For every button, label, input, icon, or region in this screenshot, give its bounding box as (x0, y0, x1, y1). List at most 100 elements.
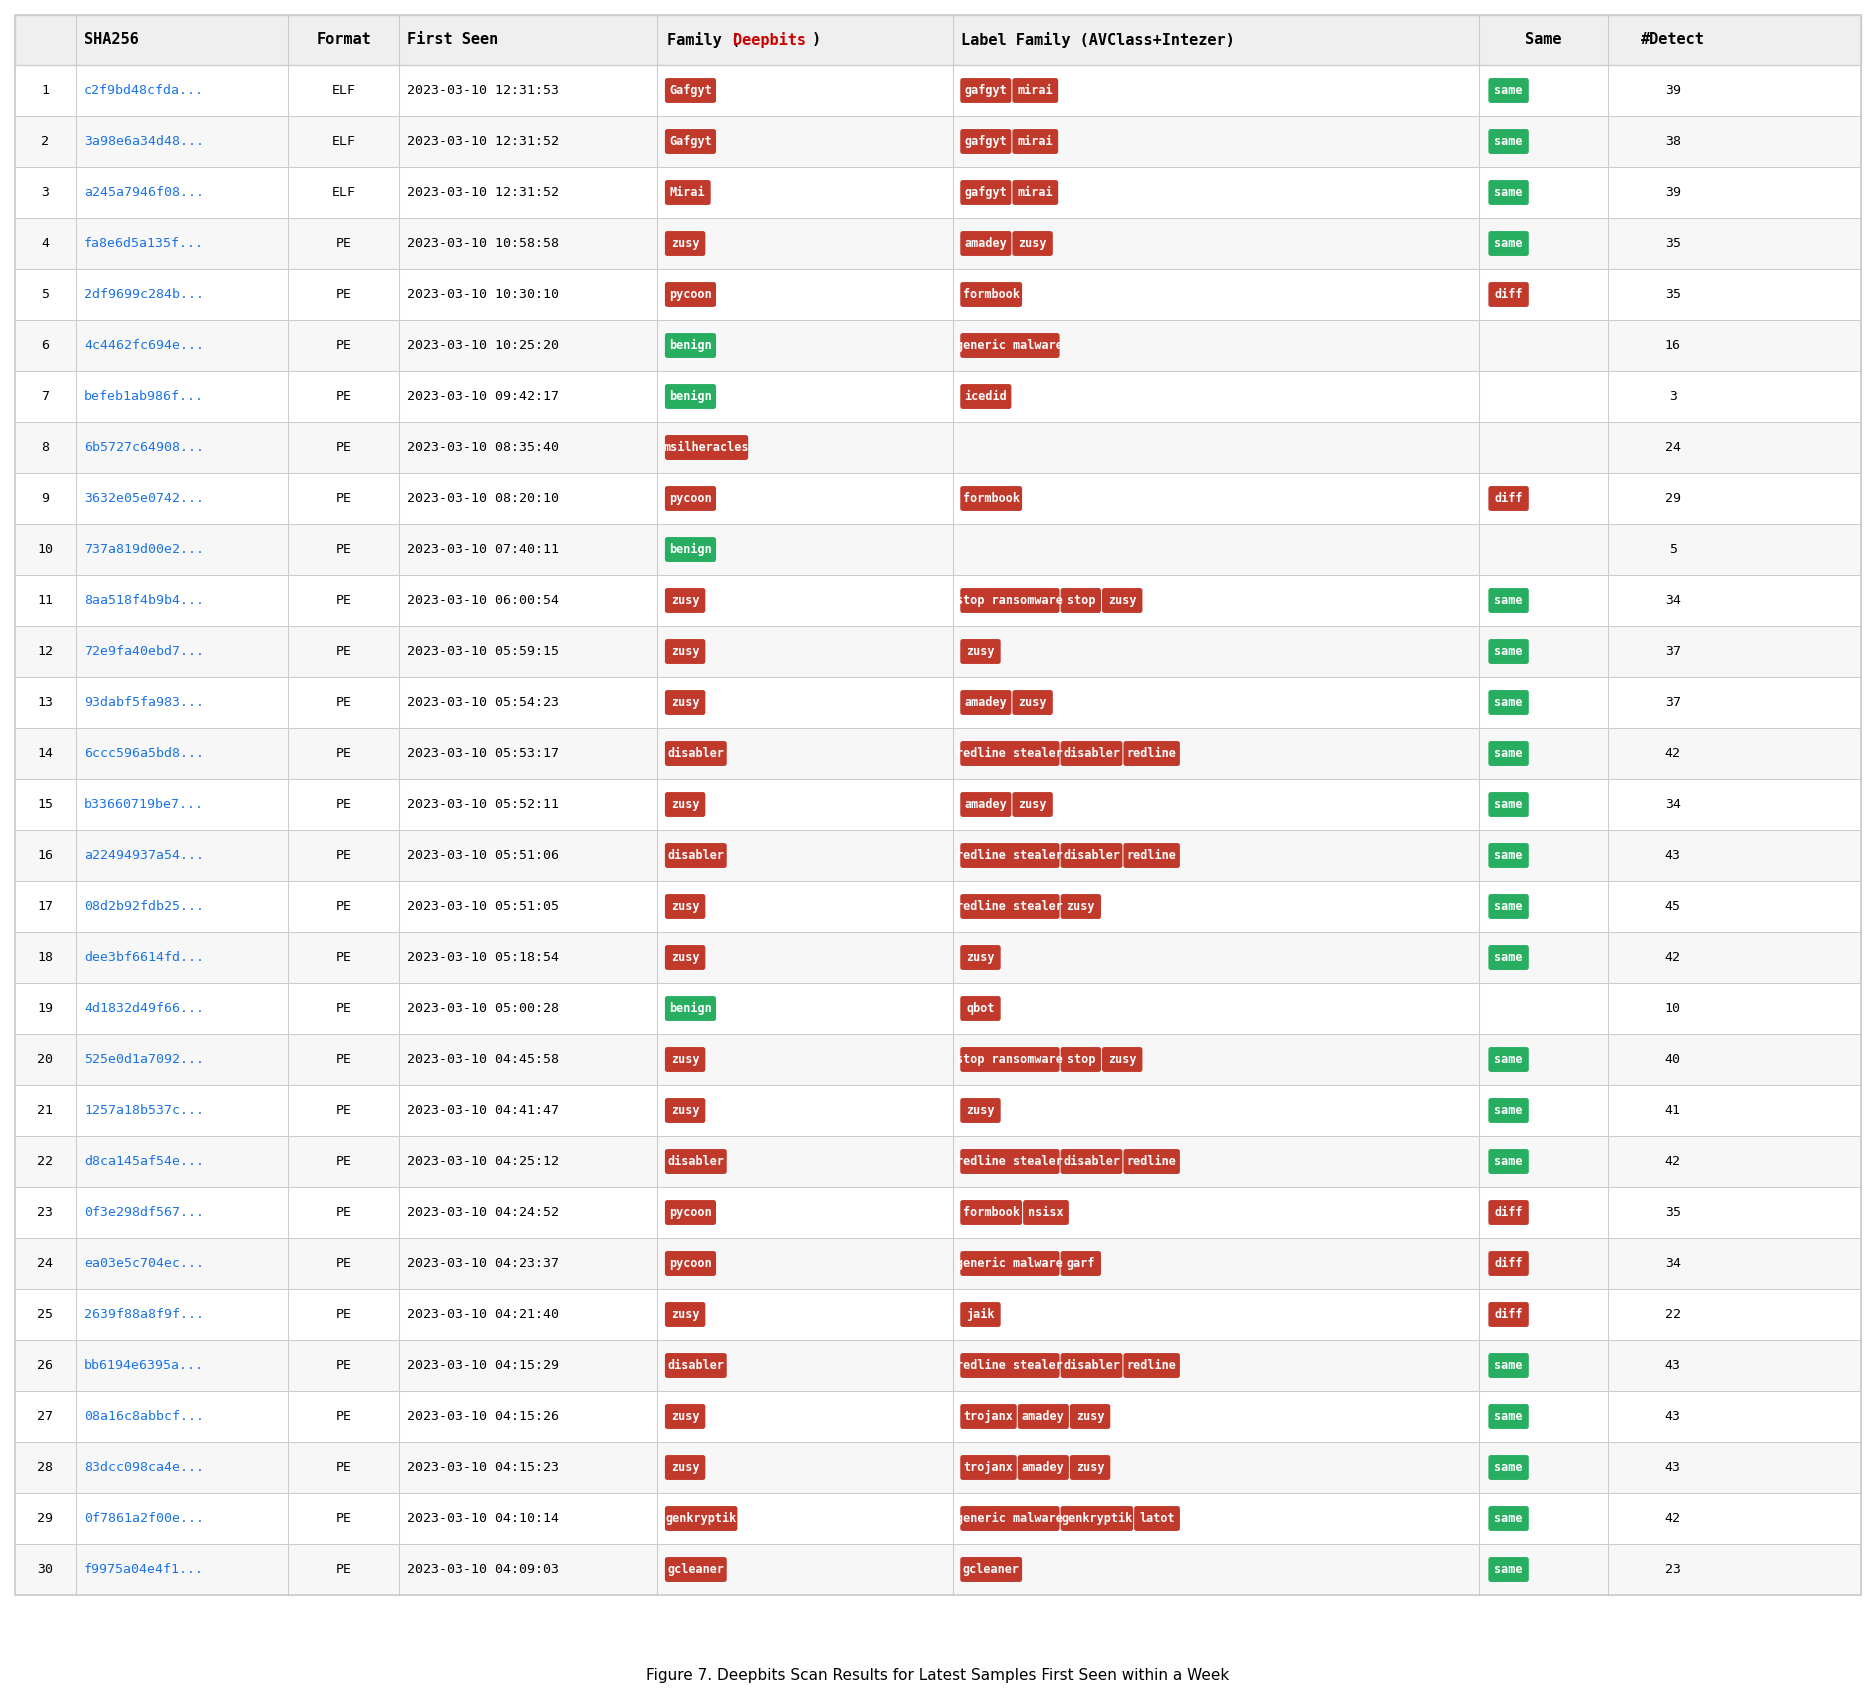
Text: 42: 42 (1664, 951, 1681, 963)
FancyBboxPatch shape (664, 638, 705, 664)
Text: fa8e6d5a135f...: fa8e6d5a135f... (84, 237, 204, 251)
Text: PE: PE (336, 1053, 351, 1067)
Text: same: same (1495, 1563, 1523, 1576)
FancyBboxPatch shape (1124, 1353, 1180, 1378)
FancyBboxPatch shape (1488, 742, 1529, 765)
FancyBboxPatch shape (1013, 792, 1052, 818)
Text: same: same (1495, 797, 1523, 811)
Text: 45: 45 (1664, 901, 1681, 913)
Text: 7: 7 (41, 389, 49, 403)
Text: PE: PE (336, 848, 351, 862)
Text: PE: PE (336, 1563, 351, 1576)
Bar (15, 1544, 1861, 1595)
FancyBboxPatch shape (664, 230, 705, 256)
Text: 16: 16 (38, 848, 53, 862)
Text: PE: PE (336, 440, 351, 454)
Text: 14: 14 (38, 747, 53, 760)
Bar (15, 218, 1861, 269)
Text: 2023-03-10 04:45:58: 2023-03-10 04:45:58 (407, 1053, 559, 1067)
Text: 2023-03-10 04:25:12: 2023-03-10 04:25:12 (407, 1155, 559, 1168)
Text: 2023-03-10 04:15:26: 2023-03-10 04:15:26 (407, 1410, 559, 1424)
Text: 2023-03-10 04:09:03: 2023-03-10 04:09:03 (407, 1563, 559, 1576)
FancyBboxPatch shape (664, 742, 726, 765)
Text: 2023-03-10 05:51:05: 2023-03-10 05:51:05 (407, 901, 559, 913)
Bar (15, 1493, 1861, 1544)
Text: 2023-03-10 04:23:37: 2023-03-10 04:23:37 (407, 1256, 559, 1270)
Bar (15, 1442, 1861, 1493)
Bar (15, 1085, 1861, 1136)
FancyBboxPatch shape (1488, 1150, 1529, 1173)
Text: zusy: zusy (672, 1309, 700, 1321)
FancyBboxPatch shape (1013, 179, 1058, 205)
FancyBboxPatch shape (1488, 792, 1529, 818)
FancyBboxPatch shape (961, 1507, 1060, 1530)
Text: 43: 43 (1664, 848, 1681, 862)
Text: PE: PE (336, 696, 351, 709)
Text: latot: latot (1139, 1512, 1174, 1525)
Text: Label Family (AVClass+Intezer): Label Family (AVClass+Intezer) (961, 32, 1234, 47)
Text: amadey: amadey (964, 696, 1007, 709)
FancyBboxPatch shape (1013, 691, 1052, 714)
Text: PE: PE (336, 237, 351, 251)
Text: same: same (1495, 1104, 1523, 1117)
Text: 3632e05e0742...: 3632e05e0742... (84, 493, 204, 505)
Text: trojanx: trojanx (964, 1461, 1013, 1475)
Text: 2023-03-10 04:15:29: 2023-03-10 04:15:29 (407, 1359, 559, 1371)
Text: 10: 10 (38, 543, 53, 555)
Bar (15, 677, 1861, 728)
Text: 0f7861a2f00e...: 0f7861a2f00e... (84, 1512, 204, 1525)
FancyBboxPatch shape (1022, 1200, 1069, 1226)
Text: redline stealer: redline stealer (957, 848, 1064, 862)
Text: 2023-03-10 05:59:15: 2023-03-10 05:59:15 (407, 645, 559, 659)
Text: same: same (1495, 747, 1523, 760)
Text: 15: 15 (38, 797, 53, 811)
Text: PE: PE (336, 645, 351, 659)
Text: redline stealer: redline stealer (957, 747, 1064, 760)
Text: PE: PE (336, 1359, 351, 1371)
FancyBboxPatch shape (961, 1454, 1017, 1480)
FancyBboxPatch shape (961, 945, 1000, 970)
Text: mirai: mirai (1017, 186, 1052, 200)
Text: 10: 10 (1664, 1002, 1681, 1016)
Text: 29: 29 (1664, 493, 1681, 505)
Text: 2023-03-10 08:20:10: 2023-03-10 08:20:10 (407, 493, 559, 505)
Text: 2023-03-10 05:53:17: 2023-03-10 05:53:17 (407, 747, 559, 760)
FancyBboxPatch shape (1488, 78, 1529, 103)
Text: 8: 8 (41, 440, 49, 454)
FancyBboxPatch shape (1019, 1403, 1069, 1429)
Text: same: same (1495, 1155, 1523, 1168)
Text: pycoon: pycoon (670, 493, 711, 505)
Text: nsisx: nsisx (1028, 1205, 1064, 1219)
Text: amadey: amadey (1022, 1461, 1066, 1475)
Bar (15, 64, 1861, 117)
Text: zusy: zusy (1075, 1461, 1105, 1475)
Text: 13: 13 (38, 696, 53, 709)
Bar (15, 933, 1861, 984)
Text: formbook: formbook (962, 493, 1021, 505)
Text: amadey: amadey (1022, 1410, 1066, 1424)
Text: gafgyt: gafgyt (964, 135, 1007, 147)
Bar (15, 728, 1861, 779)
Text: 39: 39 (1664, 85, 1681, 97)
FancyBboxPatch shape (961, 230, 1011, 256)
Text: 2023-03-10 05:18:54: 2023-03-10 05:18:54 (407, 951, 559, 963)
FancyBboxPatch shape (1488, 1353, 1529, 1378)
Text: PE: PE (336, 1002, 351, 1016)
Text: 2: 2 (41, 135, 49, 147)
FancyBboxPatch shape (961, 1046, 1060, 1072)
Text: PE: PE (336, 747, 351, 760)
FancyBboxPatch shape (961, 1558, 1022, 1581)
Text: disabler: disabler (1064, 848, 1120, 862)
Text: same: same (1495, 1359, 1523, 1371)
Text: diff: diff (1495, 1309, 1523, 1321)
Text: same: same (1495, 594, 1523, 608)
FancyBboxPatch shape (1060, 1251, 1101, 1277)
Text: generic malware: generic malware (957, 339, 1064, 352)
Text: 24: 24 (1664, 440, 1681, 454)
Text: diff: diff (1495, 288, 1523, 301)
FancyBboxPatch shape (1060, 1353, 1122, 1378)
Text: same: same (1495, 951, 1523, 963)
Text: pycoon: pycoon (670, 288, 711, 301)
Text: same: same (1495, 1512, 1523, 1525)
Text: 1257a18b537c...: 1257a18b537c... (84, 1104, 204, 1117)
